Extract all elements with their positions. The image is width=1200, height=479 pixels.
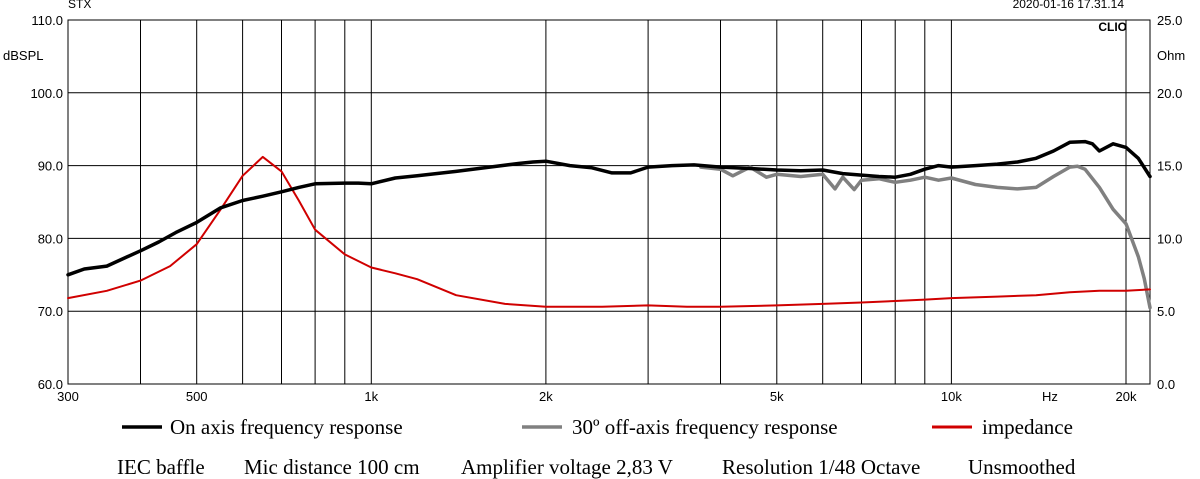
legend: On axis frequency response 30º off-axis … bbox=[122, 415, 1073, 439]
footer-mic-distance: Mic distance 100 cm bbox=[244, 455, 420, 479]
y-tick-right-10.0: 10.0 bbox=[1157, 231, 1182, 246]
legend-item-impedance: impedance bbox=[932, 415, 1073, 439]
plot-frame bbox=[67, 19, 1151, 385]
legend-label-off-axis: 30º off-axis frequency response bbox=[572, 415, 838, 439]
y-tick-right-5.0: 5.0 bbox=[1157, 304, 1175, 319]
y-tick-right-20.0: 20.0 bbox=[1157, 86, 1182, 101]
series-line-off-axis-30 bbox=[699, 164, 1152, 310]
footer-baffle: IEC baffle bbox=[117, 455, 205, 479]
x-axis-label: Hz bbox=[1042, 389, 1058, 404]
y-tick-left-110.0: 110.0 bbox=[31, 13, 63, 28]
legend-item-off-axis: 30º off-axis frequency response bbox=[522, 415, 838, 439]
clio-logo: CLIO bbox=[1098, 20, 1127, 34]
x-tick-5k: 5k bbox=[770, 389, 784, 404]
header-left-label: STX bbox=[68, 0, 91, 11]
tick-labels: 60.0 70.0 80.0 90.0 100.0 110.0 0.0 5.0 10.0 15.0… bbox=[30, 13, 1182, 404]
header-timestamp: 2020-01-16 17.31.14 bbox=[1013, 0, 1125, 11]
chart-grid bbox=[68, 20, 1150, 384]
x-tick-20k: 20k bbox=[1116, 389, 1137, 404]
x-tick-300: 300 bbox=[57, 389, 79, 404]
y-tick-right-15.0: 15.0 bbox=[1157, 159, 1182, 174]
y-axis-right-label: Ohm bbox=[1157, 48, 1185, 63]
x-tick-1k: 1k bbox=[364, 389, 378, 404]
y-axis-left-label: dBSPL bbox=[3, 48, 43, 63]
y-tick-left-100.0: 100.0 bbox=[30, 86, 63, 101]
y-tick-right-25.0: 25.0 bbox=[1157, 13, 1182, 28]
x-tick-2k: 2k bbox=[539, 389, 553, 404]
footer-amplifier-voltage: Amplifier voltage 2,83 V bbox=[461, 455, 673, 479]
y-tick-left-70.0: 70.0 bbox=[38, 304, 63, 319]
y-tick-left-80.0: 80.0 bbox=[38, 231, 63, 246]
series-line-on-axis bbox=[66, 139, 1152, 277]
legend-label-on-axis: On axis frequency response bbox=[170, 415, 403, 439]
legend-item-on-axis: On axis frequency response bbox=[122, 415, 403, 439]
x-tick-500: 500 bbox=[186, 389, 208, 404]
footer-resolution: Resolution 1/48 Octave bbox=[722, 455, 920, 479]
footer-smoothing: Unsmoothed bbox=[968, 455, 1076, 479]
legend-label-impedance: impedance bbox=[982, 415, 1073, 439]
y-tick-right-0.0: 0.0 bbox=[1157, 377, 1175, 392]
x-tick-10k: 10k bbox=[941, 389, 962, 404]
series-line-impedance bbox=[67, 155, 1151, 308]
measurement-conditions: IEC baffle Mic distance 100 cm Amplifier… bbox=[117, 455, 1076, 479]
series-layer bbox=[66, 139, 1152, 310]
y-tick-left-90.0: 90.0 bbox=[38, 159, 63, 174]
y-tick-left-60.0: 60.0 bbox=[38, 377, 63, 392]
